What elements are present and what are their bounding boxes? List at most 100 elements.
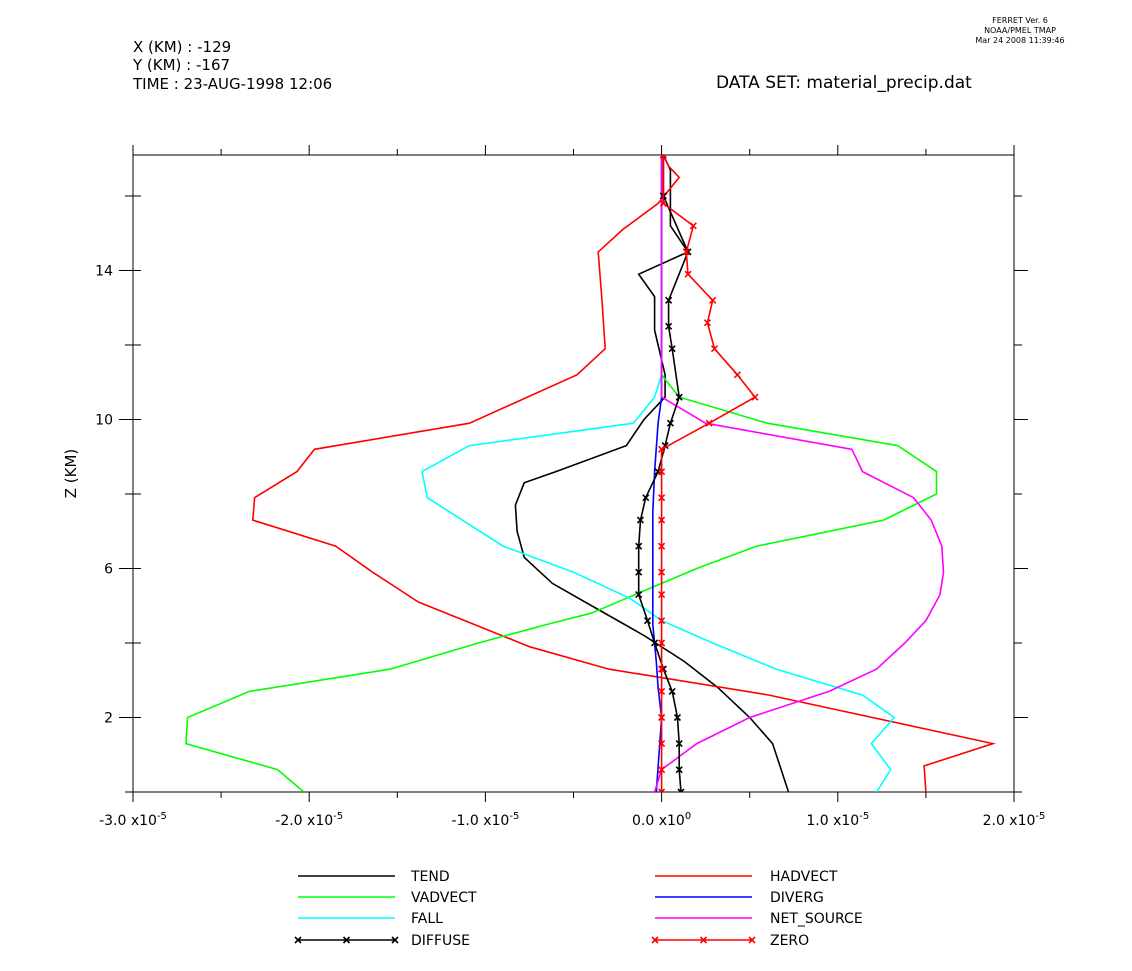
series-tend xyxy=(514,155,790,792)
x-tick-label: 2.0 x10-5 xyxy=(983,811,1046,829)
legend-label: FALL xyxy=(411,911,443,927)
x-tick-label: -1.0 x10-5 xyxy=(451,811,519,829)
plot-frame xyxy=(132,154,1015,793)
point-marker xyxy=(658,494,666,502)
point-marker xyxy=(658,713,666,722)
point-marker xyxy=(658,445,666,453)
legend-item-fall: FALL xyxy=(298,911,443,927)
legend-label: NET_SOURCE xyxy=(770,911,863,927)
credit-timestamp: Mar 24 2008 11:39:46 xyxy=(975,36,1065,45)
y-tick-label: 14 xyxy=(95,263,113,279)
x-position-label: X (KM) : -129 xyxy=(133,38,232,56)
point-marker xyxy=(635,542,643,550)
point-marker xyxy=(666,419,674,427)
credit-lab: NOAA/PMEL TMAP xyxy=(984,26,1056,35)
y-tick-label: 6 xyxy=(104,561,113,577)
y-position-label: Y (KM) : -167 xyxy=(133,56,231,74)
legend-item-hadvect: HADVECT xyxy=(655,869,838,885)
point-marker xyxy=(643,617,652,625)
point-marker xyxy=(684,270,692,278)
point-marker xyxy=(651,936,659,944)
point-marker xyxy=(658,687,666,695)
legend-label: DIVERG xyxy=(770,890,824,906)
point-marker xyxy=(689,222,697,230)
x-tick-label: 0.0 x100 xyxy=(632,811,691,829)
point-marker xyxy=(635,568,643,576)
point-marker xyxy=(294,936,302,944)
series-line xyxy=(653,155,945,792)
point-marker xyxy=(658,542,666,550)
point-marker xyxy=(635,591,643,599)
point-marker xyxy=(751,393,759,401)
point-marker xyxy=(705,419,713,427)
point-marker xyxy=(675,740,683,748)
point-marker xyxy=(677,788,685,792)
point-marker xyxy=(636,516,645,524)
y-tick-label: 10 xyxy=(95,412,113,428)
y-axis-label: Z (KM) xyxy=(62,449,80,499)
point-marker xyxy=(650,639,659,647)
point-marker xyxy=(673,713,682,722)
legend-label: VADVECT xyxy=(411,890,477,906)
legend-item-diffuse: DIFFUSE xyxy=(294,933,470,949)
series-line xyxy=(251,155,996,792)
x-tick-label: 1.0 x10-5 xyxy=(806,811,869,829)
point-marker xyxy=(658,788,666,792)
legend-item-tend: TEND xyxy=(298,869,450,885)
legend-label: HADVECT xyxy=(770,869,838,885)
point-marker xyxy=(658,639,666,647)
axes-layer: -3.0 x10-5 -2.0 x10-5 -1.0 x10-5 0.0 x100 1.… xyxy=(62,145,1045,829)
time-label: TIME : 23-AUG-1998 12:06 xyxy=(133,75,333,93)
series-line xyxy=(185,155,938,792)
point-marker xyxy=(665,296,673,304)
x-tick-label: -2.0 x10-5 xyxy=(275,811,343,829)
series-zero xyxy=(658,155,759,792)
point-marker xyxy=(668,687,676,695)
series-net-source xyxy=(653,155,945,792)
point-marker xyxy=(675,393,683,401)
legend-item-vadvect: VADVECT xyxy=(298,890,477,906)
series-line xyxy=(660,155,757,792)
point-marker xyxy=(659,199,667,207)
point-marker xyxy=(658,740,666,748)
point-marker xyxy=(703,319,711,327)
point-marker xyxy=(733,371,741,379)
legend-label: ZERO xyxy=(770,933,809,949)
credit-version: FERRET Ver. 6 xyxy=(992,16,1048,25)
series-line xyxy=(421,155,896,792)
x-tick-label: -3.0 x10-5 xyxy=(99,811,167,829)
series-fall xyxy=(421,155,896,792)
legend: TEND HADVECT VADVECT FALL DIVERG NET_SOURCE DI… xyxy=(294,869,863,949)
point-marker xyxy=(709,296,717,304)
y-tick-label: 2 xyxy=(104,710,113,726)
legend-item-zero: ZERO xyxy=(651,933,809,949)
series-diffuse xyxy=(635,155,692,792)
dataset-label: DATA SET: material_precip.dat xyxy=(716,73,972,93)
legend-label: TEND xyxy=(410,869,450,885)
legend-item-diverg: DIVERG xyxy=(655,890,824,906)
point-marker xyxy=(658,591,666,599)
legend-item-net-source: NET_SOURCE xyxy=(655,911,863,927)
series-line xyxy=(514,155,790,792)
point-marker xyxy=(658,468,666,476)
point-marker xyxy=(391,936,399,944)
point-marker xyxy=(658,516,666,524)
point-marker xyxy=(658,766,666,774)
point-marker xyxy=(658,617,666,625)
point-marker xyxy=(682,248,690,256)
series-layer xyxy=(185,155,996,792)
point-marker xyxy=(699,936,708,944)
legend-label: DIFFUSE xyxy=(411,933,470,949)
point-marker xyxy=(642,494,650,502)
series-vadvect xyxy=(185,155,938,792)
point-marker xyxy=(658,665,666,673)
series-hadvect xyxy=(251,155,996,792)
point-marker xyxy=(342,936,351,944)
point-marker xyxy=(659,155,667,159)
point-marker xyxy=(668,345,676,353)
point-marker xyxy=(748,936,756,944)
point-marker xyxy=(710,345,719,353)
point-marker xyxy=(658,568,666,576)
point-marker xyxy=(675,766,683,774)
